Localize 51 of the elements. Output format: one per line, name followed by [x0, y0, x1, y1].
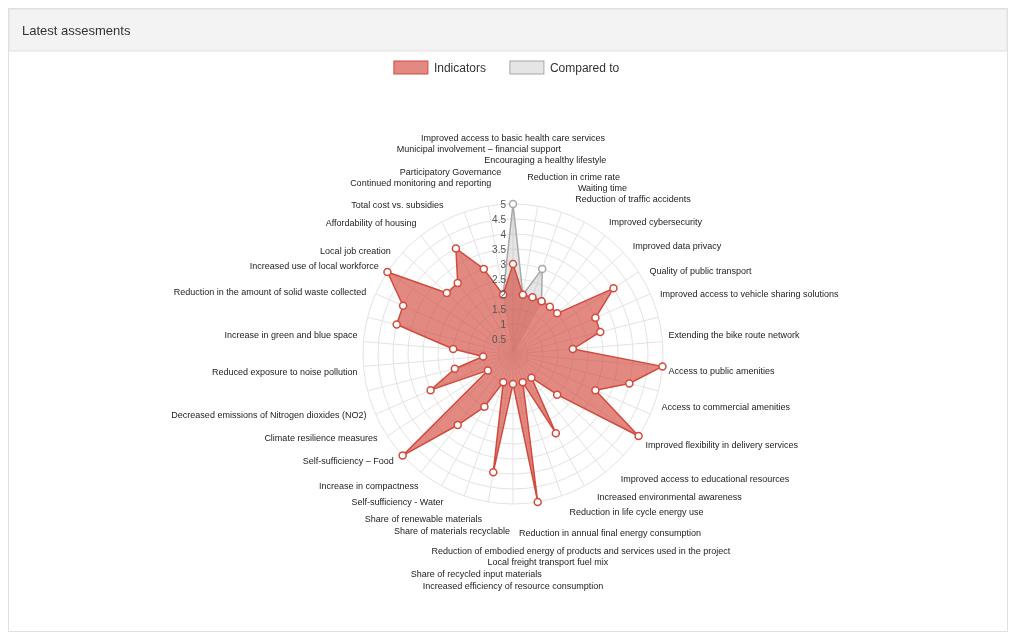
spoke-label: Local job creation: [320, 245, 391, 256]
spoke-label: Access to public amenities: [668, 365, 776, 376]
spoke-label: Improved data privacy: [632, 241, 722, 252]
spoke-label: Increased efficiency of resource consumption: [422, 580, 604, 591]
y-tick-label: 2: [500, 288, 507, 300]
y-tick-label: 0.5: [492, 333, 507, 345]
spoke-label: Total cost vs. subsidies: [351, 199, 444, 210]
spoke-label: Reduction of traffic accidents: [575, 194, 692, 205]
spoke-label: Increase in compactness: [319, 481, 420, 492]
y-tick-label: 1.5: [492, 303, 507, 315]
spoke-label: Reduction in annual final energy consumption: [518, 527, 702, 538]
spoke-label: Reduced exposure to noise pollution: [212, 367, 358, 378]
y-tick-label: 1: [500, 318, 507, 330]
y-tick-label: 5: [500, 198, 507, 210]
y-tick-label: 2.5: [492, 273, 507, 285]
spoke-label: Quality of public transport: [649, 266, 753, 277]
spoke-label: Increased environmental awareness: [597, 492, 743, 503]
spoke-label: Local freight transport fuel mix: [487, 557, 609, 568]
spoke-label: Share of recycled input materials: [410, 569, 543, 580]
y-tick-label: 4: [500, 228, 507, 240]
spoke-label: Access to commercial amenities: [661, 402, 791, 413]
spoke-label: Increased use of local workforce: [249, 261, 379, 272]
spoke-label: Improved access to vehicle sharing solutions: [660, 288, 840, 299]
spoke-label: Share of renewable materials: [364, 514, 483, 525]
spoke-label: Encouraging a healthy lifestyle: [484, 155, 607, 166]
spoke-label: Self-sufficiency - Water: [351, 497, 444, 508]
spoke-label: Increase in green and blue space: [224, 330, 358, 341]
spoke-label: Reduction of embodied energy of products and services used in the project: [431, 546, 731, 557]
spoke-label: Municipal involvement – financial support: [396, 143, 562, 154]
spoke-label: Reduction in life cycle energy use: [569, 507, 704, 518]
spoke-label: Affordability of housing: [325, 217, 417, 228]
y-tick-label: 4.5: [492, 213, 507, 225]
y-tick-label: 3.5: [492, 243, 507, 255]
spoke-label: Reduction in the amount of solid waste collected: [173, 286, 367, 297]
spoke-label: Reduction in crime rate: [527, 171, 620, 182]
legend-label: Indicators: [433, 61, 486, 75]
legend-label: Compared to: [549, 61, 620, 75]
spoke-label: Extending the bike route network: [668, 330, 800, 341]
spoke-label: Improved access to educational resources: [620, 473, 790, 484]
chart-title: Latest assesments: [22, 23, 131, 38]
spoke-label: Continued monitoring and reporting: [350, 177, 492, 188]
spoke-label: Participatory Governance: [399, 166, 502, 177]
spoke-label: Waiting time: [577, 183, 628, 194]
spoke-label: Self-sufficiency – Food: [302, 456, 394, 467]
spoke-label: Improved flexibility in delivery services: [645, 440, 799, 451]
spoke-label: Improved access to basic health care services: [420, 132, 606, 143]
spoke-label: Improved cybersecurity: [608, 217, 703, 228]
spoke-label: Decreased emissions of Nitrogen dioxides (NO2): [171, 410, 367, 421]
spoke-label: Share of materials recyclable: [394, 525, 511, 536]
y-tick-label: 3: [500, 258, 507, 270]
spoke-label: Climate resilience measures: [264, 432, 378, 443]
